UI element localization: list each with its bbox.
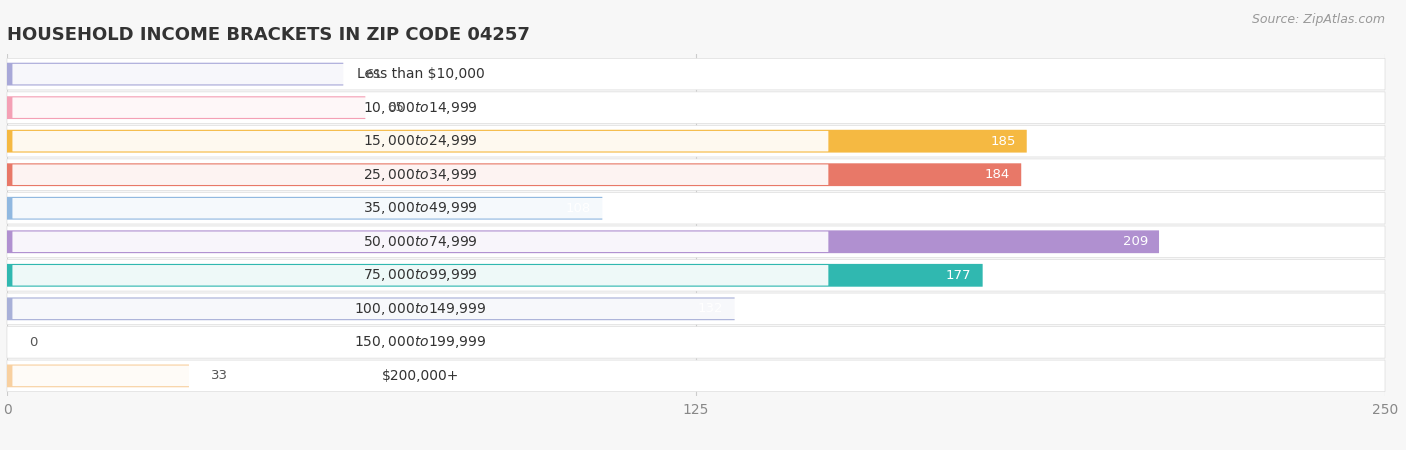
Text: Source: ZipAtlas.com: Source: ZipAtlas.com <box>1251 14 1385 27</box>
Text: 177: 177 <box>946 269 972 282</box>
Text: HOUSEHOLD INCOME BRACKETS IN ZIP CODE 04257: HOUSEHOLD INCOME BRACKETS IN ZIP CODE 04… <box>7 26 530 44</box>
FancyBboxPatch shape <box>7 126 1385 157</box>
Text: $75,000 to $99,999: $75,000 to $99,999 <box>363 267 478 284</box>
Text: 132: 132 <box>697 302 724 315</box>
Text: $35,000 to $49,999: $35,000 to $49,999 <box>363 200 478 216</box>
FancyBboxPatch shape <box>13 365 828 386</box>
Text: $10,000 to $14,999: $10,000 to $14,999 <box>363 99 478 116</box>
Text: Less than $10,000: Less than $10,000 <box>357 67 484 81</box>
FancyBboxPatch shape <box>13 332 828 353</box>
Text: $150,000 to $199,999: $150,000 to $199,999 <box>354 334 486 351</box>
FancyBboxPatch shape <box>7 230 1159 253</box>
FancyBboxPatch shape <box>13 198 828 219</box>
FancyBboxPatch shape <box>13 298 828 319</box>
FancyBboxPatch shape <box>7 58 1385 90</box>
FancyBboxPatch shape <box>7 193 1385 224</box>
Text: 33: 33 <box>211 369 228 382</box>
FancyBboxPatch shape <box>7 293 1385 324</box>
FancyBboxPatch shape <box>7 63 343 86</box>
FancyBboxPatch shape <box>7 364 188 387</box>
FancyBboxPatch shape <box>7 163 1021 186</box>
Text: $50,000 to $74,999: $50,000 to $74,999 <box>363 234 478 250</box>
FancyBboxPatch shape <box>7 297 734 320</box>
Text: 0: 0 <box>30 336 38 349</box>
FancyBboxPatch shape <box>7 96 366 119</box>
Text: 209: 209 <box>1122 235 1147 248</box>
FancyBboxPatch shape <box>7 130 1026 153</box>
Text: 61: 61 <box>366 68 382 81</box>
FancyBboxPatch shape <box>7 264 983 287</box>
FancyBboxPatch shape <box>7 260 1385 291</box>
FancyBboxPatch shape <box>13 231 828 252</box>
FancyBboxPatch shape <box>7 159 1385 190</box>
FancyBboxPatch shape <box>13 131 828 152</box>
FancyBboxPatch shape <box>7 327 1385 358</box>
Text: 108: 108 <box>567 202 592 215</box>
FancyBboxPatch shape <box>7 92 1385 123</box>
FancyBboxPatch shape <box>13 64 828 85</box>
Text: $15,000 to $24,999: $15,000 to $24,999 <box>363 133 478 149</box>
FancyBboxPatch shape <box>7 226 1385 257</box>
Text: 185: 185 <box>990 135 1015 148</box>
FancyBboxPatch shape <box>13 97 828 118</box>
FancyBboxPatch shape <box>13 164 828 185</box>
FancyBboxPatch shape <box>13 265 828 286</box>
Text: 184: 184 <box>984 168 1010 181</box>
Text: $200,000+: $200,000+ <box>381 369 460 383</box>
Text: $25,000 to $34,999: $25,000 to $34,999 <box>363 166 478 183</box>
FancyBboxPatch shape <box>7 360 1385 392</box>
FancyBboxPatch shape <box>7 197 602 220</box>
Text: $100,000 to $149,999: $100,000 to $149,999 <box>354 301 486 317</box>
Text: 65: 65 <box>387 101 404 114</box>
